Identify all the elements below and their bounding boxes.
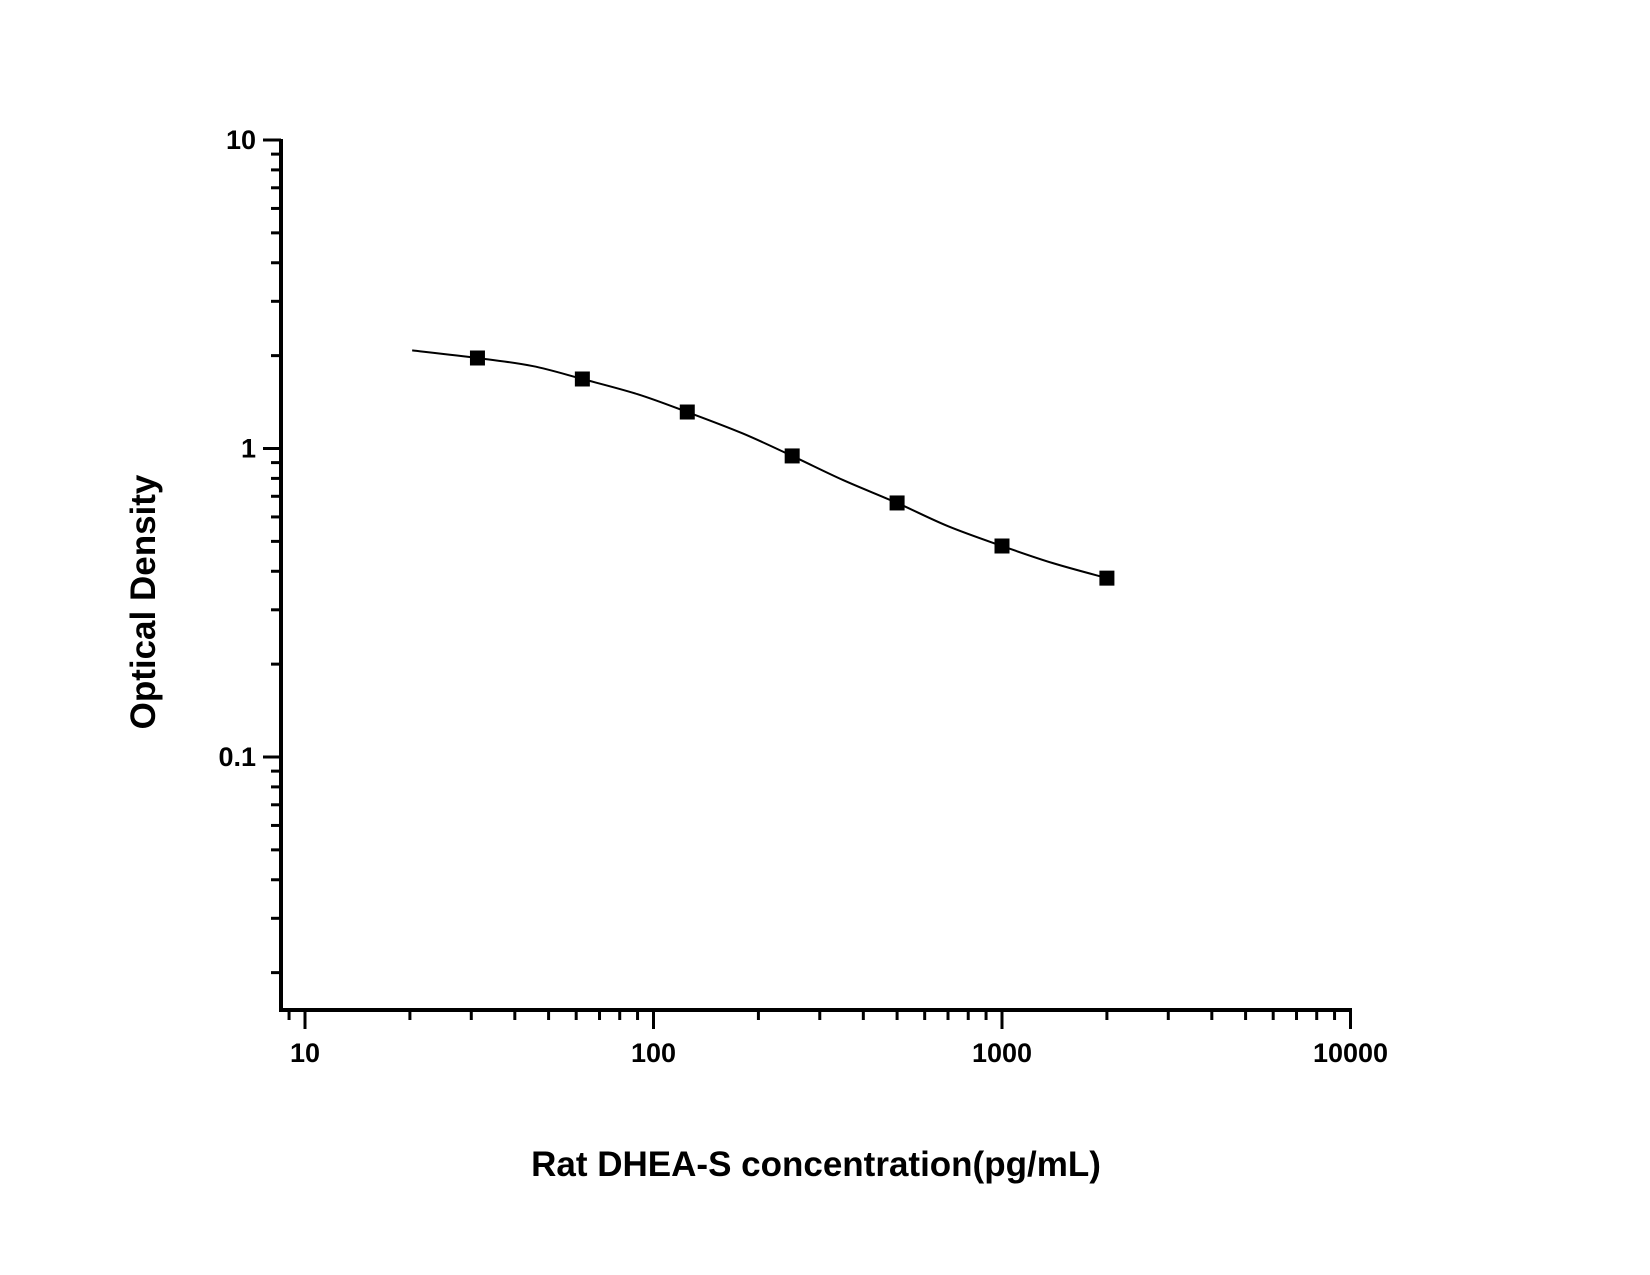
data-point-marker [1099,570,1115,586]
data-point-marker [889,495,905,511]
x-axis-major-ticks [303,1010,1352,1029]
data-point-marker [784,448,800,464]
y-axis-title: Optical Density [124,474,163,729]
data-point-marker [994,538,1010,554]
data-points [469,350,1115,586]
svg-text:10: 10 [226,125,256,155]
y-axis-major-ticks [263,138,281,759]
svg-text:1: 1 [241,434,256,464]
svg-text:0.1: 0.1 [218,742,256,772]
y-axis-tick-labels: 0.1 1 10 [218,125,256,772]
svg-text:100: 100 [631,1038,676,1068]
svg-text:1000: 1000 [972,1038,1032,1068]
data-point-marker [574,371,590,387]
data-point-marker [469,350,485,366]
svg-text:10: 10 [290,1038,320,1068]
svg-text:10000: 10000 [1313,1038,1388,1068]
x-axis-title: Rat DHEA-S concentration(pg/mL) [531,1145,1101,1184]
data-point-marker [679,404,695,420]
x-axis-tick-labels: 10 100 1000 10000 [290,1038,1388,1068]
